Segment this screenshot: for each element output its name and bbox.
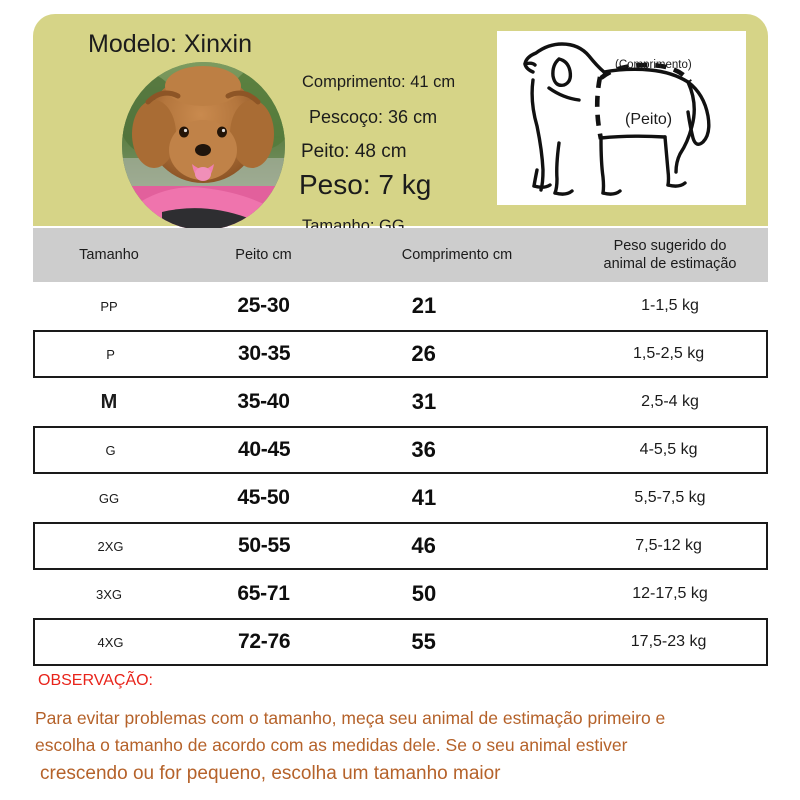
table-row: GG 45-50 41 5,5-7,5 kg — [33, 474, 768, 522]
table-body: PP 25-30 21 1-1,5 kg P 30-35 26 1,5-2,5 kg M 35-4… — [33, 282, 768, 666]
column-header-size: Tamanho — [79, 246, 139, 263]
column-header-weight: Peso sugerido do animal de estimação — [572, 237, 768, 273]
cell-weight: 2,5-4 kg — [641, 393, 699, 410]
poodle-photo-illustration — [122, 62, 285, 230]
cell-chest: 50-55 — [238, 534, 291, 557]
column-header-chest: Peito cm — [235, 246, 292, 263]
cell-length: 21 — [411, 293, 437, 318]
cell-weight: 7,5-12 kg — [635, 537, 702, 554]
table-row: 3XG 65-71 50 12-17,5 kg — [33, 570, 768, 618]
cell-length: 26 — [411, 341, 436, 366]
table-row: P 30-35 26 1,5-2,5 kg — [33, 330, 768, 378]
observation-line-1: Para evitar problemas com o tamanho, meç… — [35, 708, 666, 728]
table-row: 4XG 72-76 55 17,5-23 kg — [33, 618, 768, 666]
cell-size: P — [106, 346, 115, 362]
column-header-length: Comprimento cm — [401, 246, 513, 263]
observation-title: OBSERVAÇÃO: — [38, 672, 153, 689]
cell-chest: 25-30 — [237, 294, 290, 317]
cell-length: 31 — [411, 389, 437, 414]
cell-chest: 35-40 — [237, 390, 290, 413]
table-row: M 35-40 31 2,5-4 kg — [33, 378, 768, 426]
cell-length: 41 — [411, 485, 437, 510]
size-chart-table: Tamanho Peito cm Comprimento cm Peso sug… — [33, 228, 768, 666]
cell-chest: 30-35 — [238, 342, 291, 365]
cell-size: PP — [100, 298, 118, 314]
cell-length: 36 — [411, 437, 436, 462]
cell-length: 50 — [411, 581, 437, 606]
spec-peso: Peso: 7 kg — [299, 169, 432, 200]
page-title: Modelo: Xinxin — [88, 30, 252, 58]
cell-size: 2XG — [97, 538, 124, 554]
diagram-label-comprimento: (Comprimento) — [615, 59, 692, 71]
cell-chest: 65-71 — [237, 582, 290, 605]
spec-peito: Peito: 48 cm — [301, 141, 407, 162]
cell-weight: 4-5,5 kg — [639, 441, 698, 458]
model-hero-panel: Modelo: Xinxin — [33, 14, 768, 234]
table-row: PP 25-30 21 1-1,5 kg — [33, 282, 768, 330]
observation-line-3: crescendo ou for pequeno, escolha um tam… — [40, 763, 501, 784]
cell-weight: 1-1,5 kg — [641, 297, 699, 314]
cell-chest: 40-45 — [238, 438, 291, 461]
column-header-weight-line1: Peso sugerido do — [613, 237, 727, 254]
cell-weight: 17,5-23 kg — [630, 633, 707, 650]
model-dog-photo — [122, 62, 285, 230]
table-row: G 40-45 36 4-5,5 kg — [33, 426, 768, 474]
cell-size: M — [100, 390, 118, 413]
diagram-label-peito: (Peito) — [625, 111, 672, 128]
spec-pescoco: Pescoço: 36 cm — [309, 107, 438, 127]
cell-size: 4XG — [97, 634, 124, 650]
cell-length: 46 — [411, 533, 436, 558]
cell-chest: 45-50 — [237, 486, 290, 509]
cell-weight: 1,5-2,5 kg — [633, 345, 705, 362]
cell-chest: 72-76 — [238, 630, 291, 653]
table-row: 2XG 50-55 46 7,5-12 kg — [33, 522, 768, 570]
spec-comprimento: Comprimento: 41 cm — [302, 73, 456, 91]
table-header-row: Tamanho Peito cm Comprimento cm Peso sug… — [33, 228, 768, 282]
dog-outline-icon: (Comprimento) (Peito) — [523, 42, 711, 196]
dog-measurement-diagram: (Comprimento) (Peito) — [497, 31, 746, 205]
cell-weight: 12-17,5 kg — [632, 585, 708, 602]
cell-length: 55 — [411, 629, 436, 654]
column-header-weight-line2: animal de estimação — [603, 256, 737, 272]
cell-weight: 5,5-7,5 kg — [634, 489, 706, 506]
cell-size: GG — [98, 490, 120, 506]
cell-size: 3XG — [95, 586, 122, 602]
observation-line-2: escolha o tamanho de acordo com as medid… — [35, 735, 628, 755]
cell-size: G — [105, 442, 116, 458]
